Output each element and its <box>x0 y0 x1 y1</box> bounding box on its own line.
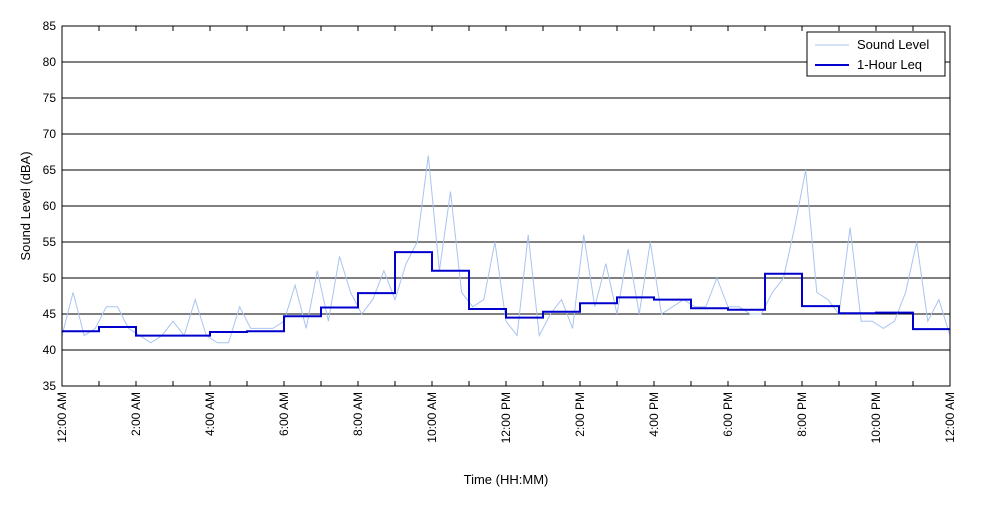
x-tick-label: 4:00 AM <box>203 392 217 436</box>
legend: Sound Level 1-Hour Leq <box>806 31 946 77</box>
series-layer <box>61 155 951 344</box>
legend-label: Sound Level <box>857 37 929 52</box>
grid-layer <box>62 26 950 386</box>
x-tick-label: 8:00 AM <box>351 392 365 436</box>
y-tick-label: 50 <box>43 271 57 285</box>
x-tick-label: 2:00 PM <box>573 392 587 437</box>
y-tick-label: 70 <box>43 127 57 141</box>
series-line-hour-leq <box>62 251 950 337</box>
axes-layer: 35 40 45 50 55 60 65 70 75 80 85 12:00 AM 2:00 AM 4:0… <box>43 19 957 443</box>
y-tick-label: 45 <box>43 307 57 321</box>
y-tick-label: 55 <box>43 235 57 249</box>
x-tick-label: 12:00 AM <box>943 392 957 443</box>
y-tick-label: 80 <box>43 55 57 69</box>
x-tick-label: 10:00 PM <box>869 392 883 443</box>
y-tick-label: 85 <box>43 19 57 33</box>
x-tick-label: 4:00 PM <box>647 392 661 437</box>
y-axis-label: Sound Level (dBA) <box>18 151 33 260</box>
y-tick-label: 40 <box>43 343 57 357</box>
x-axis-label: Time (HH:MM) <box>464 472 549 487</box>
x-tick-label: 12:00 AM <box>55 392 69 443</box>
x-tick-label: 8:00 PM <box>795 392 809 437</box>
y-tick-label: 35 <box>43 379 57 393</box>
series-line-sound-level <box>61 155 951 344</box>
x-tick-label: 6:00 AM <box>277 392 291 436</box>
y-tick-label: 75 <box>43 91 57 105</box>
x-tick-label: 10:00 AM <box>425 392 439 443</box>
x-tick-label: 6:00 PM <box>721 392 735 437</box>
legend-label: 1-Hour Leq <box>857 57 922 72</box>
y-tick-label: 60 <box>43 199 57 213</box>
x-tick-label: 12:00 PM <box>499 392 513 443</box>
legend-box <box>806 31 946 77</box>
y-tick-label: 65 <box>43 163 57 177</box>
x-tick-label: 2:00 AM <box>129 392 143 436</box>
